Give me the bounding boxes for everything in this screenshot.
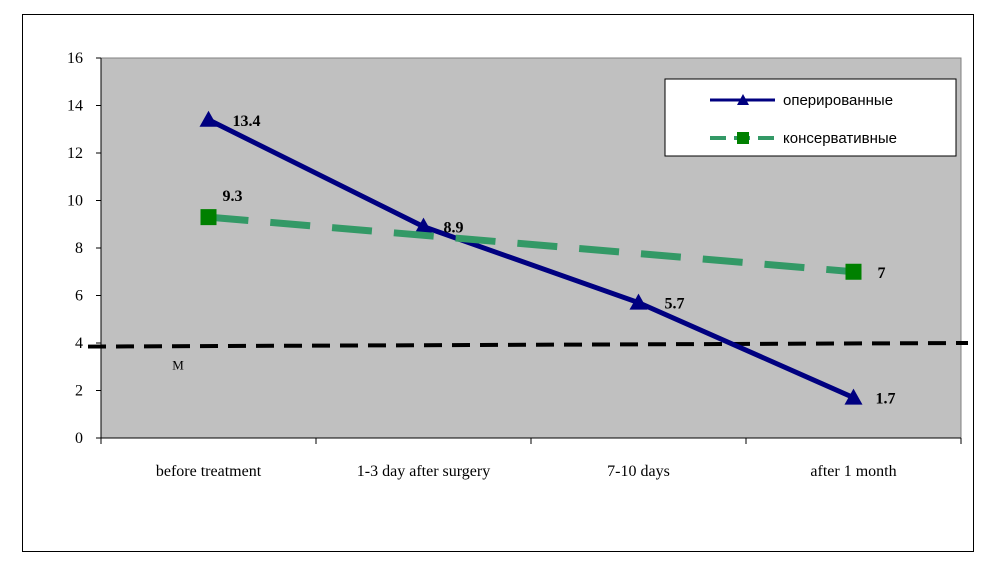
series-conservative-marker — [845, 263, 862, 280]
y-tick-label: 10 — [67, 193, 83, 210]
series-conservative-line — [208, 213, 854, 276]
y-tick-label: 2 — [75, 383, 83, 400]
series-operated-marker — [844, 388, 863, 405]
series-conservative-marker — [200, 209, 217, 226]
legend-conservative-marker — [737, 132, 749, 144]
y-tick-label: 8 — [75, 240, 83, 257]
reference-line-label: M — [172, 358, 184, 373]
series-operated-marker — [629, 293, 648, 310]
y-tick-label: 0 — [75, 430, 83, 447]
series-operated-marker — [414, 217, 433, 234]
legend-operated-label: оперированные — [783, 92, 893, 109]
data-label: 9.3 — [223, 188, 243, 205]
data-label: 1.7 — [876, 391, 896, 408]
y-tick-label: 12 — [67, 145, 83, 162]
series-operated-line — [207, 117, 855, 400]
legend-conservative-label: консервативные — [783, 130, 897, 147]
reference-line — [87, 341, 969, 349]
y-tick-label: 14 — [67, 98, 83, 115]
x-tick-label: before treatment — [156, 463, 262, 480]
x-tick-label: 1-3 day after surgery — [357, 463, 490, 480]
data-label: 5.7 — [665, 296, 685, 313]
x-tick-label: after 1 month — [810, 463, 896, 480]
data-label: 7 — [878, 265, 886, 282]
x-tick-label: 7-10 days — [607, 463, 670, 480]
y-tick-label: 4 — [75, 335, 83, 352]
data-label: 8.9 — [444, 220, 464, 237]
series-operated-marker — [199, 110, 218, 127]
legend-box — [664, 78, 957, 157]
y-tick-label: 6 — [75, 288, 83, 305]
data-label: 13.4 — [233, 113, 261, 130]
legend-operated-marker — [737, 94, 749, 105]
y-tick-label: 16 — [67, 50, 83, 67]
